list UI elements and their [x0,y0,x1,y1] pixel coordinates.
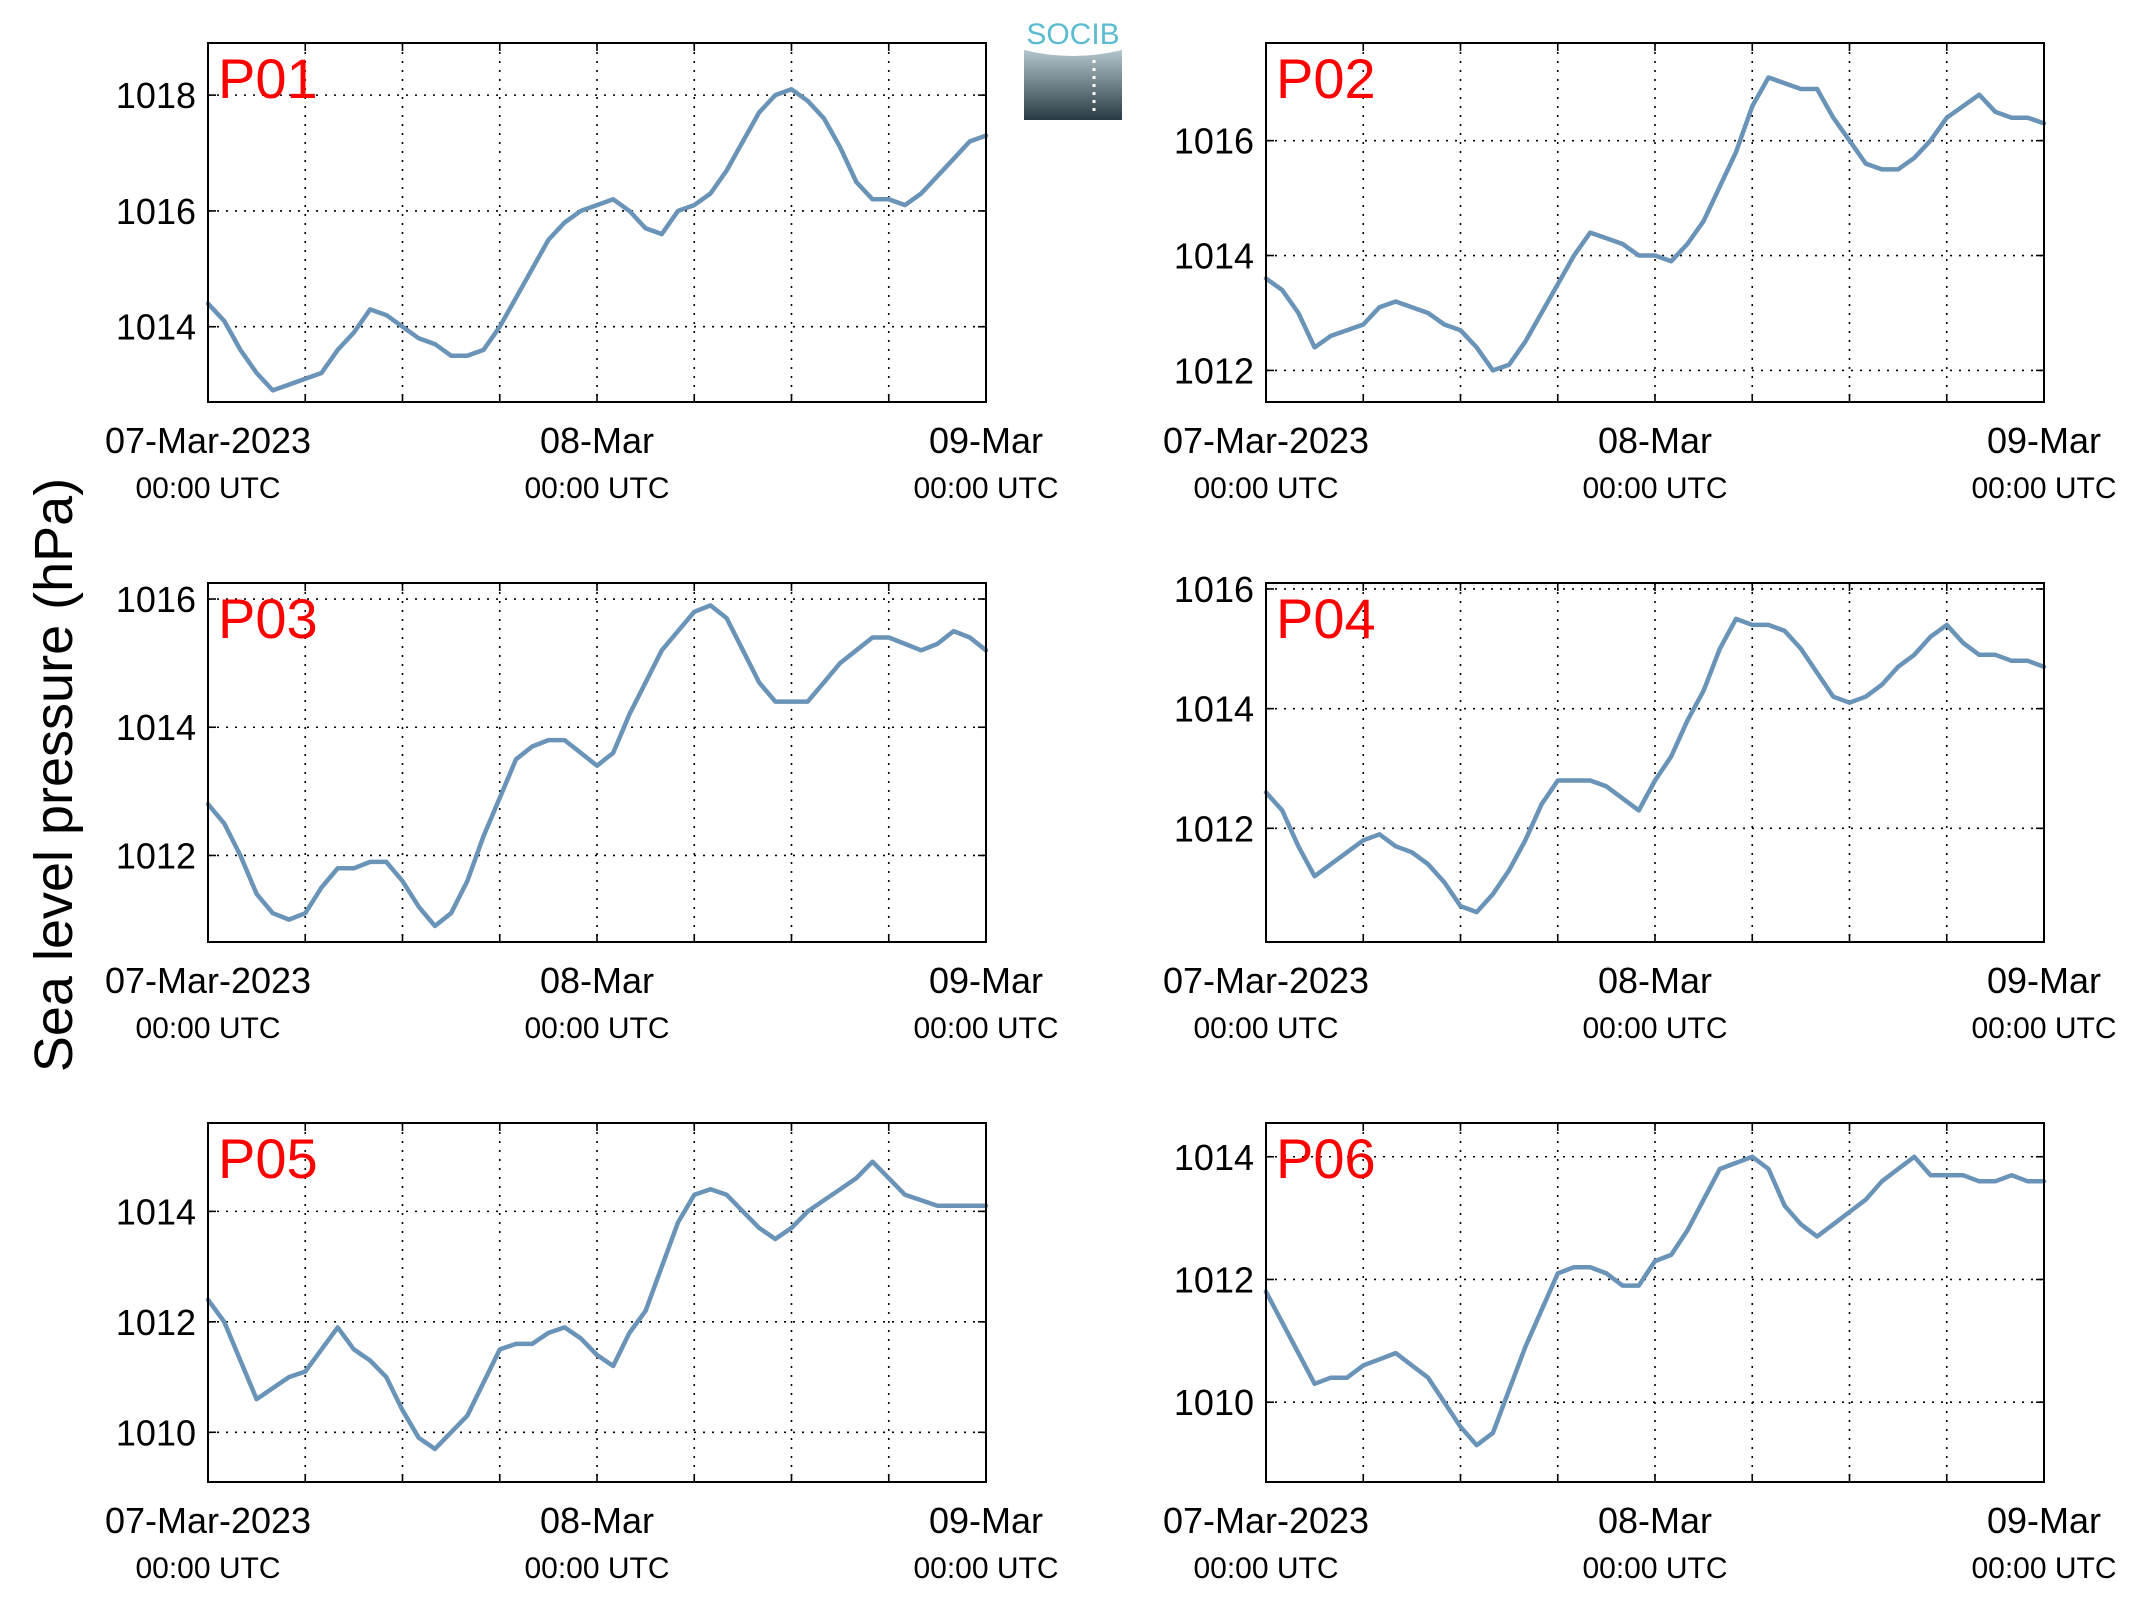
panel-label: P01 [218,47,318,110]
x-tick-label-time: 00:00 UTC [913,1552,1058,1585]
panel-p06: 1010 1012 1014 07-Mar-2023 00:00 UTC 08-Mar 00… [1163,1122,2117,1585]
y-tick-label: 1016 [116,579,196,620]
x-tick-label-date: 09-Mar [1987,1500,2101,1541]
x-tick-label-date: 09-Mar [929,420,1043,461]
y-tick-label: 1014 [1174,236,1254,277]
x-tick-label-date: 09-Mar [929,1500,1043,1541]
x-tick-label-time: 00:00 UTC [135,1012,280,1045]
y-tick-label: 1014 [116,307,196,348]
y-tick-label: 1016 [1174,569,1254,610]
x-tick-label-date: 07-Mar-2023 [105,1500,311,1541]
x-tick-label-time: 00:00 UTC [1971,472,2116,505]
y-tick-label: 1018 [116,75,196,116]
x-tick-label-time: 00:00 UTC [1582,472,1727,505]
series-line [1263,1154,2047,1448]
panel-p05: 1010 1012 1014 07-Mar-2023 00:00 UTC 08-Mar 00… [105,1122,1059,1585]
series-line [205,1159,989,1452]
x-tick-label-time: 00:00 UTC [1193,1552,1338,1585]
x-tick-label-date: 07-Mar-2023 [105,960,311,1001]
y-tick-label: 1012 [116,835,196,876]
y-tick-label: 1014 [116,707,196,748]
logo-wave-shape [1024,50,1122,120]
x-tick-label-time: 00:00 UTC [913,472,1058,505]
series-line [1263,75,2047,373]
panel-label: P05 [218,1127,318,1190]
x-tick-label-date: 09-Mar [1987,960,2101,1001]
series-line [205,87,989,393]
x-tick-label-date: 08-Mar [1598,420,1712,461]
x-tick-label-date: 07-Mar-2023 [1163,960,1369,1001]
x-tick-label-time: 00:00 UTC [1582,1012,1727,1045]
axes-frame [207,582,987,943]
x-tick-label-time: 00:00 UTC [135,472,280,505]
x-tick-label-date: 08-Mar [540,1500,654,1541]
x-tick-label-date: 07-Mar-2023 [1163,420,1369,461]
x-tick-label-time: 00:00 UTC [524,1552,669,1585]
socib-logo: SOCIB [1024,18,1122,120]
y-tick-label: 1010 [1174,1382,1254,1423]
y-tick-label: 1012 [1174,350,1254,391]
axes-frame [1265,42,2045,403]
y-tick-label: 1014 [1174,1137,1254,1178]
axes-frame [207,42,987,403]
x-tick-label-date: 08-Mar [540,420,654,461]
y-tick-label: 1014 [1174,689,1254,730]
x-tick-label-time: 00:00 UTC [1193,1012,1338,1045]
x-tick-label-date: 07-Mar-2023 [1163,1500,1369,1541]
logo-text: SOCIB [1026,18,1119,51]
x-tick-label-time: 00:00 UTC [1582,1552,1727,1585]
y-tick-label: 1016 [1174,121,1254,162]
panel-label: P03 [218,587,318,650]
x-tick-label-date: 07-Mar-2023 [105,420,311,461]
x-tick-label-time: 00:00 UTC [524,472,669,505]
panel-p01: 1014 1016 1018 07-Mar-2023 00:00 UTC 08-Mar 00… [105,42,1059,505]
panel-label: P06 [1276,1127,1376,1190]
y-axis-label: Sea level pressure (hPa) [24,478,84,1072]
y-tick-label: 1012 [116,1302,196,1343]
x-tick-label-time: 00:00 UTC [913,1012,1058,1045]
axes-frame [1265,1122,2045,1483]
panel-p04: 1012 1014 1016 07-Mar-2023 00:00 UTC 08-Mar 00… [1163,569,2117,1045]
y-tick-label: 1012 [1174,1259,1254,1300]
x-tick-label-time: 00:00 UTC [524,1012,669,1045]
panel-p02: 1012 1014 1016 07-Mar-2023 00:00 UTC 08-Mar 00… [1163,42,2117,505]
y-tick-label: 1014 [116,1191,196,1232]
x-tick-label-date: 08-Mar [1598,1500,1712,1541]
y-tick-label: 1010 [116,1412,196,1453]
x-tick-label-time: 00:00 UTC [1971,1552,2116,1585]
axes-frame [1265,582,2045,943]
panel-p03: 1012 1014 1016 07-Mar-2023 00:00 UTC 08-Mar 00… [105,579,1059,1045]
x-tick-label-date: 08-Mar [540,960,654,1001]
x-tick-label-time: 00:00 UTC [135,1552,280,1585]
x-tick-label-date: 08-Mar [1598,960,1712,1001]
x-tick-label-date: 09-Mar [1987,420,2101,461]
y-tick-label: 1016 [116,191,196,232]
axes-frame [207,1122,987,1483]
x-tick-label-time: 00:00 UTC [1193,472,1338,505]
x-tick-label-time: 00:00 UTC [1971,1012,2116,1045]
panel-label: P04 [1276,587,1376,650]
series-line [1263,616,2047,915]
series-line [205,603,989,929]
panel-label: P02 [1276,47,1376,110]
x-tick-label-date: 09-Mar [929,960,1043,1001]
y-tick-label: 1012 [1174,808,1254,849]
